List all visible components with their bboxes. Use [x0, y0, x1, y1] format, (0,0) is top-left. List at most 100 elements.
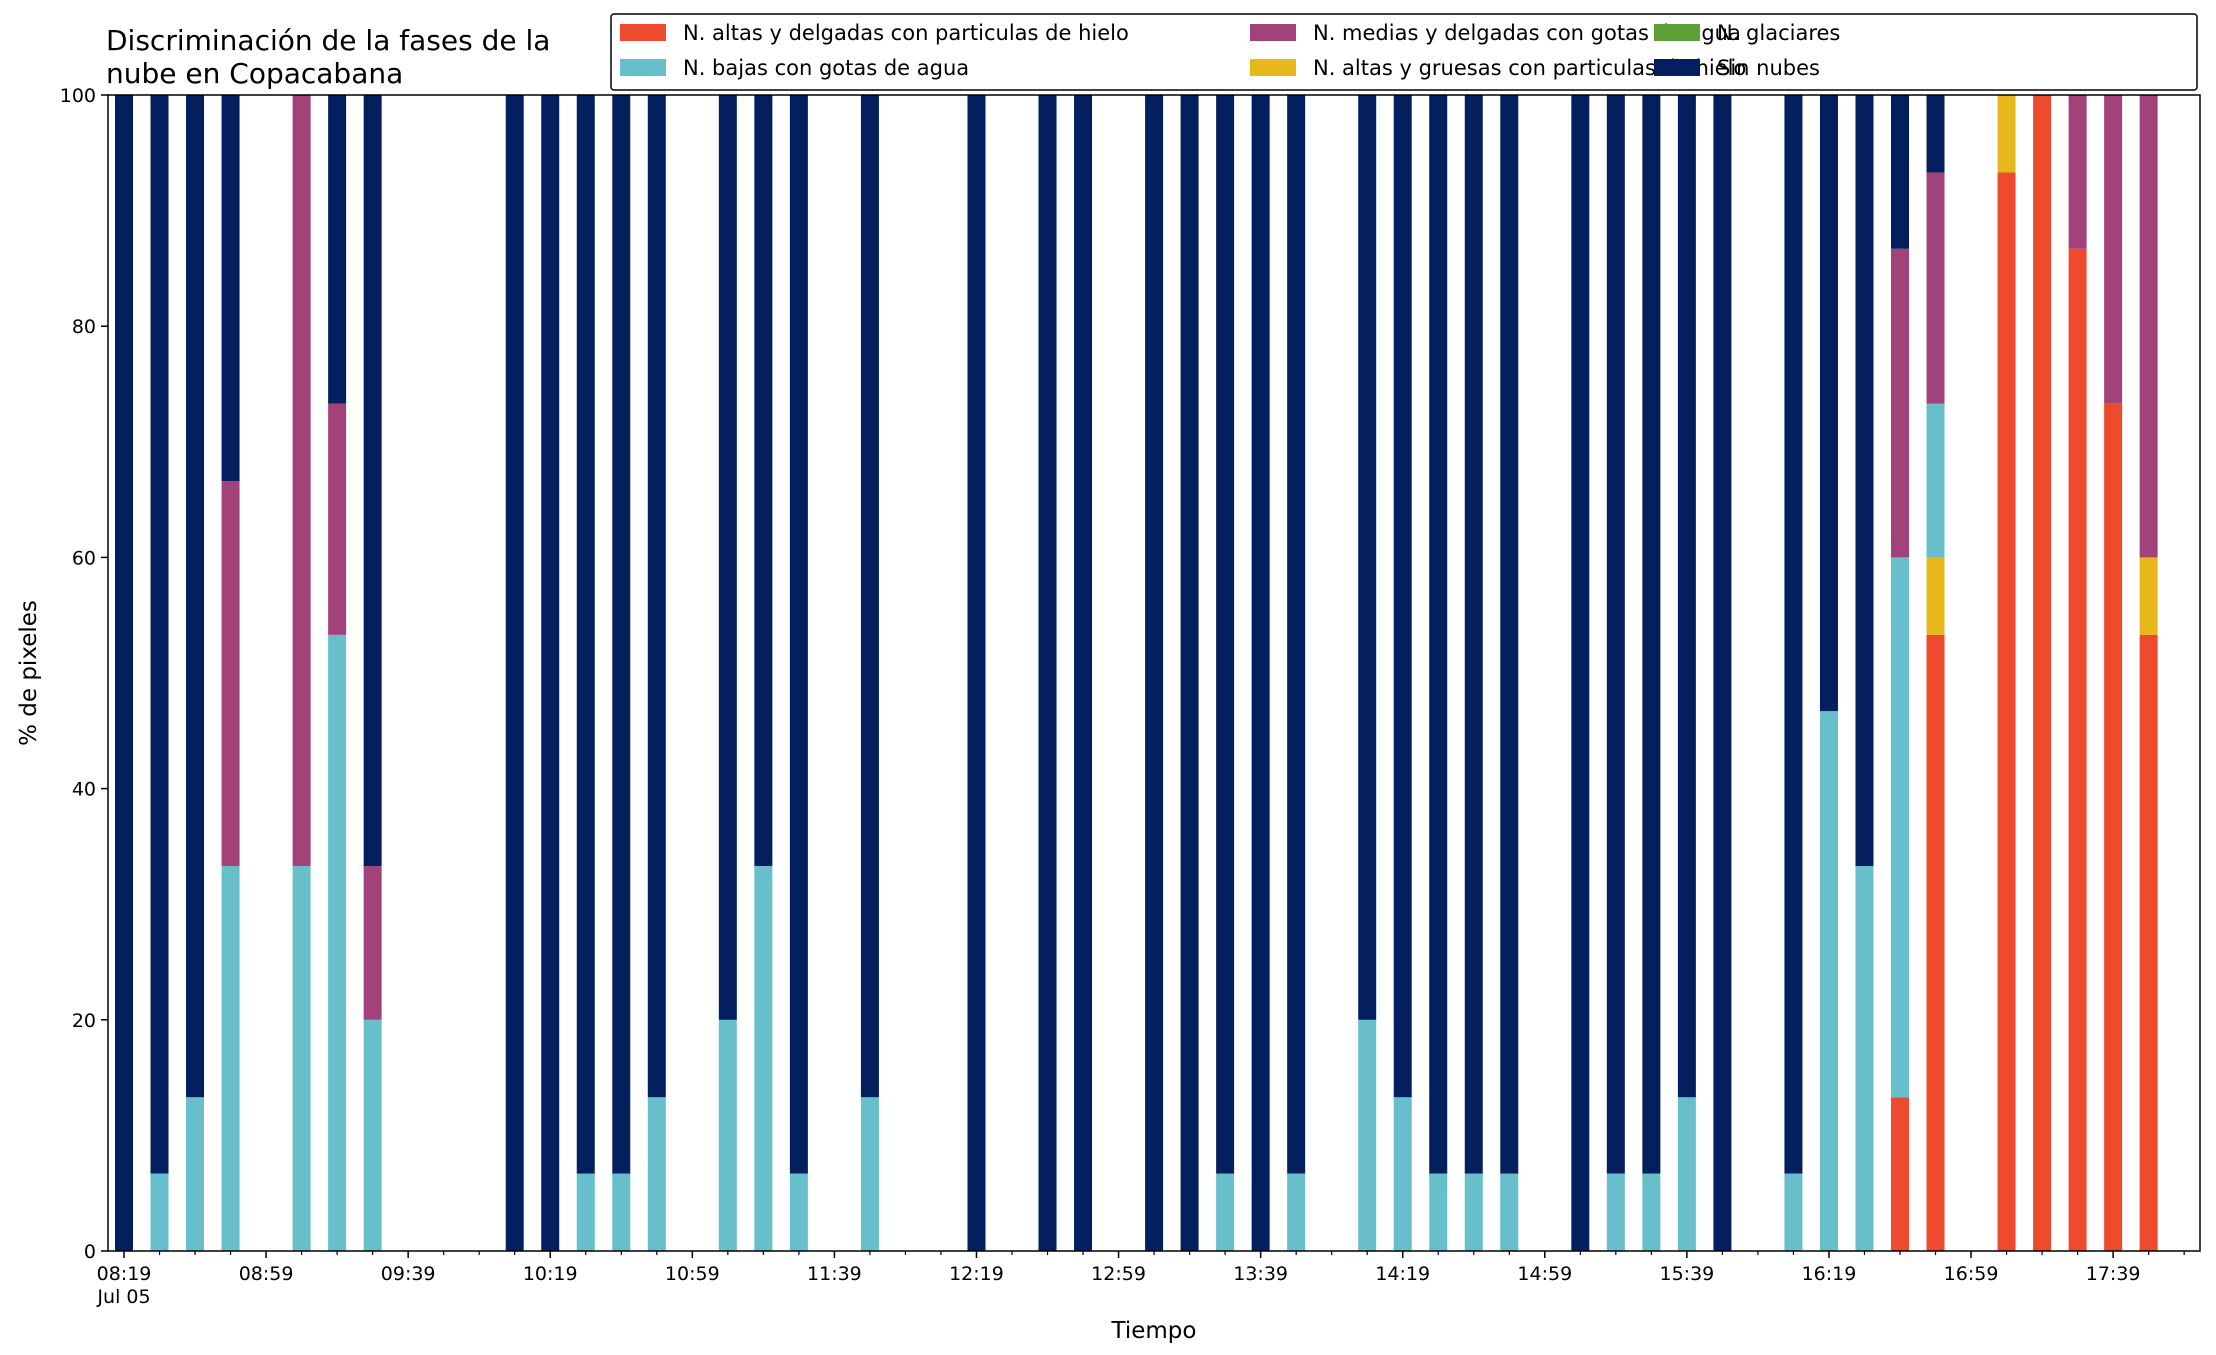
bar-segment-1739-s4: [2104, 95, 2123, 404]
bar-segment-1649-s0: [1926, 634, 1945, 1251]
legend-label: Sin nubes: [1717, 56, 1820, 80]
chart-title-line-2: nube en Copacabana: [106, 57, 403, 90]
bar-segment-1039-s5: [612, 95, 631, 1174]
bar-segment-1649-s5: [1926, 95, 1945, 173]
y-axis-label: % de pixeles: [16, 600, 42, 746]
legend-swatch: [1654, 24, 1700, 41]
x-tick-label: 14:59: [1517, 1263, 1572, 1285]
bar-segment-1639-s4: [1891, 248, 1909, 558]
legend-swatch: [620, 59, 666, 76]
bar-segment-0839-s3: [186, 1097, 205, 1251]
bar-segment-1109-s3: [718, 1019, 737, 1251]
x-tick-label: 13:39: [1233, 1263, 1288, 1285]
bar-segment-1609-s3: [1784, 1173, 1803, 1251]
x-tick-label: 09:39: [381, 1263, 436, 1285]
bar-segment-1349-s3: [1287, 1173, 1306, 1251]
bar-segment-1549-s5: [1713, 95, 1732, 1251]
bar-segment-0829-s3: [150, 1173, 169, 1251]
bar-segment-1619-s5: [1819, 95, 1838, 712]
bar-segment-1219-s5: [967, 95, 986, 1251]
bar-segment-0909-s3: [292, 866, 311, 1251]
bars-layer: [115, 95, 2158, 1252]
bar-segment-1649-s3: [1926, 403, 1945, 558]
bar-segment-1529-s5: [1642, 95, 1661, 1174]
legend-swatch: [620, 24, 666, 41]
x-tick-label: 10:59: [665, 1263, 720, 1285]
x-tick-label: 16:19: [1802, 1263, 1857, 1285]
bar-segment-1029-s3: [576, 1173, 595, 1251]
bar-segment-1409-s5: [1358, 95, 1377, 1020]
bar-segment-1749-s1: [2139, 557, 2158, 635]
chart-title-line-1: Discriminación de la fases de la: [106, 24, 550, 57]
y-tick-label: 100: [60, 85, 96, 107]
bar-segment-1629-s5: [1855, 95, 1874, 867]
x-tick-sublabel-date: Jul 05: [96, 1286, 150, 1308]
x-tick-label: 12:19: [949, 1263, 1004, 1285]
bar-segment-1519-s5: [1606, 95, 1625, 1174]
bar-segment-1539-s3: [1677, 1097, 1696, 1251]
bar-segment-0909-s4: [292, 95, 311, 867]
bar-segment-0929-s5: [363, 95, 382, 867]
bar-segment-1049-s5: [647, 95, 666, 1098]
legend-label: N. glaciares: [1717, 21, 1840, 45]
bar-segment-1649-s4: [1926, 172, 1945, 404]
legend-swatch: [1250, 24, 1296, 41]
legend-label: N. altas y delgadas con particulas de hi…: [683, 21, 1129, 45]
bar-segment-1629-s3: [1855, 866, 1874, 1251]
bar-segment-0849-s3: [221, 866, 240, 1251]
chart-title: Discriminación de la fases de la nube en…: [106, 24, 550, 90]
bar-segment-1129-s5: [789, 95, 808, 1174]
bar-segment-1529-s3: [1642, 1173, 1661, 1251]
bar-segment-0919-s5: [328, 95, 347, 404]
y-tick-label: 20: [72, 1010, 96, 1032]
x-tick-label: 08:59: [239, 1263, 294, 1285]
bar-segment-1729-s4: [2068, 95, 2087, 249]
bar-segment-0819-s5: [115, 95, 133, 1251]
y-tick-label: 80: [72, 316, 96, 338]
bar-segment-0829-s5: [150, 95, 169, 1174]
x-tick-label: 15:39: [1659, 1263, 1714, 1285]
x-tick-label: 14:19: [1375, 1263, 1430, 1285]
bar-segment-1119-s3: [754, 866, 773, 1251]
bar-segment-1339-s5: [1251, 95, 1270, 1251]
bar-segment-1639-s5: [1891, 95, 1909, 249]
bar-segment-1429-s5: [1429, 95, 1448, 1174]
bar-segment-1729-s0: [2068, 248, 2087, 1251]
x-axis: 08:19 08:59 09:39 10:19 10:59 11:39 12:19 12:59…: [96, 1251, 2185, 1308]
bar-segment-1149-s3: [860, 1097, 879, 1251]
bar-segment-1019-s5: [541, 95, 560, 1251]
legend-items: N. altas y delgadas con particulas de hi…: [620, 21, 1840, 80]
x-tick-label: 10:19: [523, 1263, 578, 1285]
plot-area: 0 20 40 60 80 100 08:19 08:59 09:39 10:19 10:59 11…: [60, 85, 2201, 1308]
bar-segment-1149-s5: [860, 95, 879, 1098]
bar-segment-1419-s3: [1393, 1097, 1412, 1251]
bar-segment-0919-s3: [328, 634, 347, 1251]
legend-label: N. bajas con gotas de agua: [683, 56, 969, 80]
bar-segment-1639-s0: [1891, 1097, 1909, 1251]
bar-segment-1309-s5: [1145, 95, 1164, 1251]
bar-segment-1129-s3: [789, 1173, 808, 1251]
legend-swatch: [1250, 59, 1296, 76]
bar-segment-1119-s5: [754, 95, 773, 867]
bar-segment-0849-s5: [221, 95, 240, 482]
bar-segment-1029-s5: [576, 95, 595, 1174]
bar-segment-0919-s4: [328, 403, 347, 635]
bar-segment-1519-s3: [1606, 1173, 1625, 1251]
y-tick-label: 0: [84, 1241, 96, 1263]
bar-segment-1449-s5: [1500, 95, 1519, 1174]
bar-segment-0839-s5: [186, 95, 205, 1098]
y-tick-label: 40: [72, 779, 96, 801]
bar-segment-1619-s3: [1819, 711, 1838, 1251]
bar-segment-1749-s0: [2139, 634, 2158, 1251]
bar-segment-0849-s4: [221, 481, 240, 867]
legend: N. altas y delgadas con particulas de hi…: [610, 13, 2198, 91]
bar-segment-1419-s5: [1393, 95, 1412, 1098]
y-tick-label: 60: [72, 547, 96, 569]
x-tick-label: 16:59: [1944, 1263, 1999, 1285]
bar-segment-1649-s1: [1926, 557, 1945, 635]
x-tick-label: 17:39: [2086, 1263, 2141, 1285]
bar-segment-1449-s3: [1500, 1173, 1519, 1251]
bar-segment-0929-s3: [363, 1019, 382, 1251]
bar-segment-1239-s5: [1038, 95, 1057, 1251]
bar-segment-1429-s3: [1429, 1173, 1448, 1251]
